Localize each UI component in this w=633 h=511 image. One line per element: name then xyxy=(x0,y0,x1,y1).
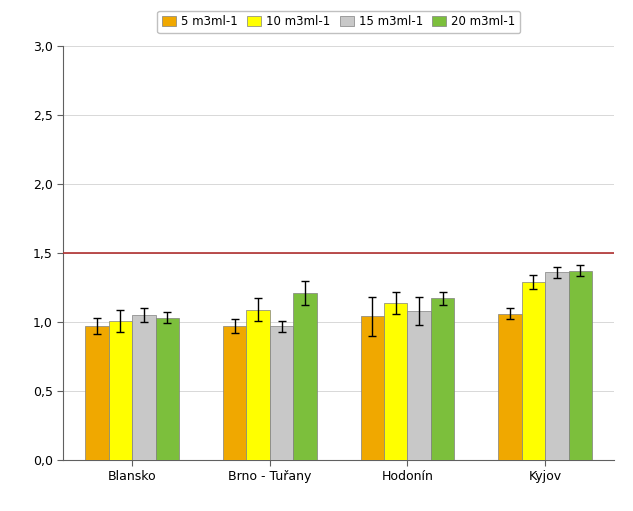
Bar xyxy=(498,314,522,460)
Bar xyxy=(109,320,132,460)
Bar xyxy=(568,271,592,460)
Bar xyxy=(408,311,431,460)
Bar xyxy=(293,293,316,460)
Bar xyxy=(223,326,246,460)
Bar xyxy=(384,303,408,460)
Bar xyxy=(132,315,156,460)
Bar xyxy=(85,326,109,460)
Bar xyxy=(246,310,270,460)
Bar xyxy=(270,326,293,460)
Bar xyxy=(156,318,179,460)
Bar xyxy=(361,316,384,460)
Legend: 5 m3ml-1, 10 m3ml-1, 15 m3ml-1, 20 m3ml-1: 5 m3ml-1, 10 m3ml-1, 15 m3ml-1, 20 m3ml-… xyxy=(157,11,520,33)
Bar xyxy=(431,298,454,460)
Bar xyxy=(545,272,568,460)
Bar xyxy=(522,282,545,460)
